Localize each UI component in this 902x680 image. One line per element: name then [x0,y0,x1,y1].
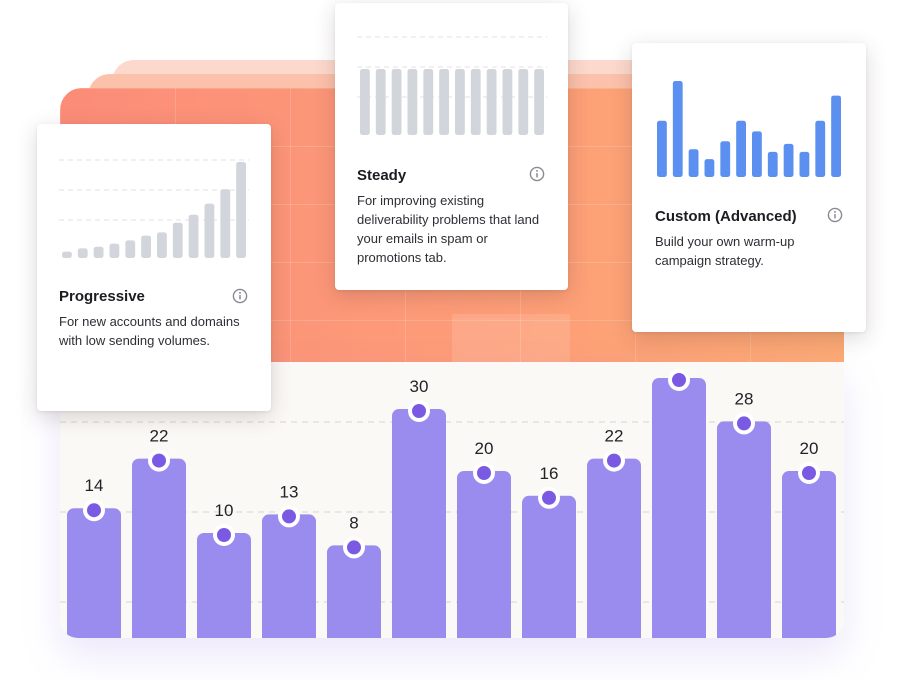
chart-bar[interactable] [717,421,771,638]
chart-marker[interactable] [217,528,231,542]
chart-marker[interactable] [542,490,556,505]
steady-mini-chart [357,36,547,135]
steady-mini-bar [375,69,386,135]
chart-data-label: 22 [150,427,169,446]
steady-mini-bar [502,69,513,135]
steady-description: For improving existing deliverability pr… [357,193,540,265]
steady-title: Steady [357,167,407,184]
steady-mini-bar [534,69,544,135]
steady-mini-bar [455,69,465,135]
chart-data-label: 20 [475,439,494,458]
chart-data-label: 8 [349,513,358,532]
progressive-mini-bar [62,251,72,258]
chart-data-label: 30 [410,377,429,396]
chart-bar[interactable] [587,458,641,638]
chart-marker[interactable] [802,466,816,480]
custom-mini-bar [736,120,746,177]
chart-marker[interactable] [282,509,296,524]
steady-mini-bar [486,69,497,135]
chart-data-label: 35 [670,362,689,365]
chart-bar[interactable] [327,545,381,638]
chart-marker[interactable] [412,404,426,418]
chart-marker[interactable] [347,540,361,555]
progressive-mini-bar [93,246,104,258]
warmup-volume-chart: 14 22 10 13 8 30 20 16 22 35 28 20 [60,362,844,638]
custom-mini-bar [799,151,810,177]
info-icon[interactable] [529,166,545,182]
custom-mini-chart [657,81,841,177]
steady-mini-bar [423,69,434,135]
custom-mini-bar [720,141,731,177]
chart-data-label: 22 [605,427,624,446]
chart-bar[interactable] [67,508,121,638]
warmup-volume-chart-svg: 14 22 10 13 8 30 20 16 22 35 28 20 [60,362,844,638]
chart-marker[interactable] [477,466,491,480]
chart-marker[interactable] [152,453,166,468]
steady-mini-bar [360,69,370,135]
custom-mini-bar [783,143,794,177]
info-icon[interactable] [827,207,843,223]
progressive-mini-bar [125,240,136,258]
info-icon[interactable] [232,288,248,304]
chart-data-label: 20 [800,439,819,458]
steady-mini-bar [470,69,481,135]
progressive-mini-bar [141,235,151,258]
chart-bar[interactable] [197,533,251,638]
chart-bar[interactable] [652,378,706,638]
steady-card[interactable]: Steady For improving existing deliverabi… [335,3,568,290]
custom-mini-bar [704,159,715,177]
chart-marker[interactable] [607,453,621,468]
chart-marker[interactable] [737,416,751,431]
custom-mini-bar [657,120,667,177]
progressive-mini-chart [59,159,249,258]
chart-bar[interactable] [522,495,576,638]
progressive-mini-bar [236,162,246,258]
chart-data-label: 28 [735,389,754,408]
progressive-mini-bar [188,214,199,258]
progressive-description: For new accounts and domains with low se… [59,314,240,348]
progressive-mini-bar [157,232,167,258]
progressive-mini-bar [109,243,120,258]
chart-bar[interactable] [782,471,836,638]
custom-mini-bar [752,131,762,177]
chart-data-label: 10 [215,501,234,520]
custom-title: Custom (Advanced) [655,208,797,225]
progressive-mini-bar [77,248,88,258]
steady-mini-bar [439,69,449,135]
custom-mini-bar [672,81,683,177]
custom-mini-bar [815,120,826,177]
chart-bar[interactable] [132,458,186,638]
progressive-title: Progressive [59,288,145,305]
chart-data-label: 13 [280,482,299,501]
steady-mini-bar [391,69,402,135]
chart-marker[interactable] [672,373,686,387]
custom-mini-bar [767,151,778,177]
chart-marker[interactable] [87,503,101,518]
progressive-mini-bar [172,222,183,258]
progressive-card[interactable]: Progressive For new accounts and domains… [37,124,271,411]
progressive-mini-bar [220,189,231,258]
progressive-mini-bar [204,203,215,258]
custom-description: Build your own warm-up campaign strategy… [655,234,795,268]
chart-bar[interactable] [392,409,446,638]
chart-bar[interactable] [262,514,316,638]
custom-mini-bar [831,95,841,177]
chart-bar[interactable] [457,471,511,638]
custom-advanced-card[interactable]: Custom (Advanced) Build your own warm-up… [632,43,866,332]
backdrop-highlight-cell [452,314,570,368]
custom-mini-bar [688,149,699,177]
chart-data-label: 16 [540,464,559,483]
steady-mini-bar [518,69,529,135]
steady-mini-bar [407,69,418,135]
chart-data-label: 14 [85,476,104,495]
